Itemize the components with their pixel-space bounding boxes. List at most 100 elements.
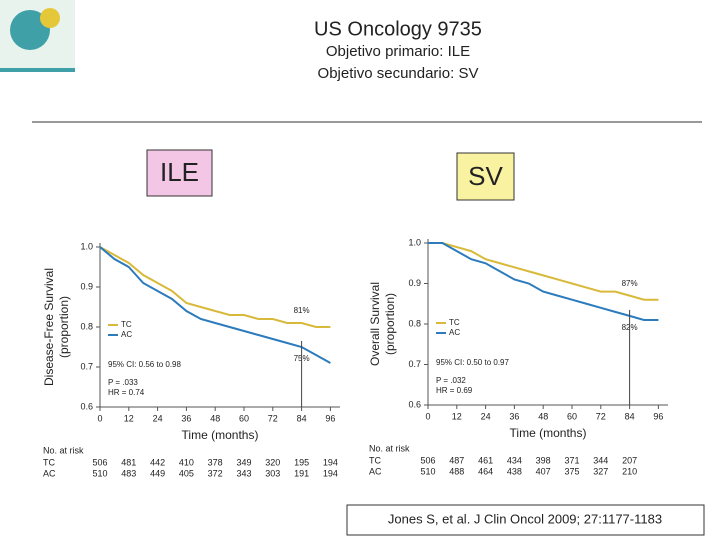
x-tick-label: 48: [210, 413, 220, 423]
x-tick-label: 96: [653, 411, 663, 421]
risk-count: 464: [478, 466, 493, 476]
citation: Jones S, et al. J Clin Oncol 2009; 27:11…: [388, 511, 662, 526]
y-tick-label: 0.9: [80, 281, 93, 291]
logo: [0, 0, 75, 72]
label: SV: [468, 161, 503, 191]
stat-text: 95% CI: 0.50 to 0.97: [436, 358, 509, 367]
risk-row-name: TC: [369, 455, 381, 465]
risk-count: 344: [593, 455, 608, 465]
y-tick-label: 0.9: [408, 278, 421, 288]
legend-label: AC: [449, 328, 460, 337]
risk-count: 327: [593, 466, 608, 476]
subtitle: Objetivo primario: ILE: [326, 43, 470, 60]
risk-count: 442: [150, 457, 165, 467]
x-axis-label: Time (months): [182, 428, 259, 442]
risk-count: 510: [92, 468, 107, 478]
risk-count: 303: [265, 468, 280, 478]
x-tick-label: 24: [153, 413, 163, 423]
stat-text: P = .032: [436, 376, 466, 385]
risk-count: 407: [536, 466, 551, 476]
y-tick-label: 0.6: [80, 401, 93, 411]
logo-shape: [40, 8, 60, 28]
risk-count: 483: [121, 468, 136, 478]
risk-count: 375: [564, 466, 579, 476]
risk-count: 398: [536, 455, 551, 465]
risk-count: 378: [208, 457, 223, 467]
risk-count: 195: [294, 457, 309, 467]
risk-count: 506: [420, 455, 435, 465]
logo-bar: [0, 68, 75, 72]
risk-count: 461: [478, 455, 493, 465]
survival-curve: [428, 242, 659, 301]
risk-count: 191: [294, 468, 309, 478]
x-tick-label: 12: [452, 411, 462, 421]
survival-curve: [99, 246, 331, 328]
label: ILE: [160, 157, 199, 187]
stat-text: 95% CI: 0.56 to 0.98: [108, 360, 181, 369]
risk-row-name: TC: [43, 457, 55, 467]
x-axis-label: Time (months): [510, 426, 587, 440]
risk-count: 449: [150, 468, 165, 478]
stat-text: P = .033: [108, 378, 138, 387]
y-axis-label: (proportion): [383, 293, 397, 355]
risk-count: 371: [564, 455, 579, 465]
stat-text: HR = 0.74: [108, 388, 145, 397]
risk-count: 349: [236, 457, 251, 467]
x-tick-label: 60: [567, 411, 577, 421]
x-tick-label: 84: [625, 411, 635, 421]
risk-count: 207: [622, 455, 637, 465]
risk-count: 487: [449, 455, 464, 465]
risk-count: 343: [236, 468, 251, 478]
y-tick-label: 1.0: [408, 237, 421, 247]
x-tick-label: 24: [481, 411, 491, 421]
risk-count: 510: [420, 466, 435, 476]
y-tick-label: 0.7: [408, 359, 421, 369]
end-label: 81%: [294, 306, 310, 315]
end-label: 87%: [622, 279, 638, 288]
citation-box: [346, 504, 705, 536]
risk-title: No. at risk: [369, 443, 410, 453]
label-box: [146, 149, 213, 197]
risk-title: No. at risk: [43, 445, 84, 455]
logo-shape: [10, 10, 50, 50]
y-tick-label: 0.8: [408, 318, 421, 328]
stat-text: HR = 0.69: [436, 386, 473, 395]
risk-count: 320: [265, 457, 280, 467]
y-tick-label: 0.7: [80, 361, 93, 371]
y-axis-label: (proportion): [57, 296, 71, 358]
risk-count: 438: [507, 466, 522, 476]
risk-count: 372: [208, 468, 223, 478]
x-tick-label: 48: [538, 411, 548, 421]
x-tick-label: 36: [181, 413, 191, 423]
x-tick-label: 96: [325, 413, 335, 423]
x-tick-label: 0: [425, 411, 430, 421]
survival-curve: [99, 246, 331, 364]
risk-count: 488: [449, 466, 464, 476]
x-tick-label: 60: [239, 413, 249, 423]
x-tick-label: 12: [124, 413, 134, 423]
y-axis-label: Disease-Free Survival: [42, 268, 56, 386]
x-tick-label: 72: [268, 413, 278, 423]
x-tick-label: 0: [97, 413, 102, 423]
risk-count: 434: [507, 455, 522, 465]
risk-count: 194: [323, 468, 338, 478]
x-tick-label: 84: [297, 413, 307, 423]
legend-label: AC: [121, 330, 132, 339]
risk-row-name: AC: [369, 466, 382, 476]
y-axis-label: Overall Survival: [368, 282, 382, 366]
subtitle: Objetivo secundario: SV: [318, 65, 479, 82]
risk-count: 194: [323, 457, 338, 467]
survival-curve: [428, 242, 659, 321]
risk-count: 410: [179, 457, 194, 467]
risk-count: 506: [92, 457, 107, 467]
legend-label: TC: [121, 320, 132, 329]
legend-label: TC: [449, 318, 460, 327]
y-tick-label: 0.6: [408, 399, 421, 409]
risk-count: 405: [179, 468, 194, 478]
y-tick-label: 1.0: [80, 241, 93, 251]
risk-count: 481: [121, 457, 136, 467]
x-tick-label: 36: [509, 411, 519, 421]
risk-count: 210: [622, 466, 637, 476]
x-tick-label: 72: [596, 411, 606, 421]
